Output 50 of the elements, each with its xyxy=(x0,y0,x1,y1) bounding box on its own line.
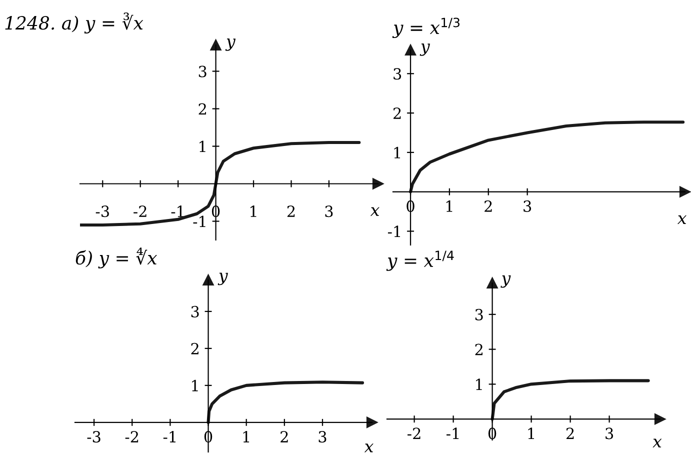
x-tick-label: 3 xyxy=(606,428,614,440)
chart-title: 1248. а) y = ∛x xyxy=(5,12,144,34)
x-tick-label: 1 xyxy=(243,431,250,442)
y-tick-label: 1 xyxy=(192,380,198,392)
x-tick-label: 3 xyxy=(325,206,333,218)
y-tick-label: 2 xyxy=(475,344,482,356)
line-series xyxy=(408,120,685,194)
x-axis-title: x xyxy=(677,215,687,224)
y-tick-label: 1 xyxy=(200,140,206,152)
x-tick-label: -2 xyxy=(408,428,420,440)
x-tick-label: 3 xyxy=(318,431,326,443)
chart-title: y = x$^{1/3}$ xyxy=(392,18,460,38)
x-axis-title: x xyxy=(370,207,380,216)
x-tick-label: -3 xyxy=(96,206,109,218)
y-tick-label: 1 xyxy=(394,146,400,158)
y-axis-title: y xyxy=(225,38,236,51)
x-tick-label: -2 xyxy=(125,431,138,442)
x-tick-label: 1 xyxy=(528,428,534,440)
y-tick-label: 2 xyxy=(198,103,206,115)
y-tick-label: -1 xyxy=(193,216,206,228)
y-tick-label: 3 xyxy=(394,68,402,80)
x-tick-label: 2 xyxy=(484,200,492,212)
y-tick-label: 3 xyxy=(191,306,199,318)
x-tick-label: -1 xyxy=(171,206,184,217)
x-tick-label: 3 xyxy=(524,200,532,212)
y-tick-label: 1 xyxy=(476,378,482,390)
x-tick-label: -3 xyxy=(87,431,100,443)
y-tick-label: 3 xyxy=(198,66,206,78)
line-series xyxy=(80,140,361,227)
y-tick-label: 3 xyxy=(475,308,483,320)
x-axis-title: x xyxy=(652,438,662,448)
x-tick-label: 1 xyxy=(250,206,256,217)
y-axis-title: y xyxy=(500,275,511,288)
y-axis-title: y xyxy=(420,43,430,56)
line-series xyxy=(206,380,364,424)
x-tick-label: 2 xyxy=(280,431,288,442)
x-tick-label: -1 xyxy=(446,428,459,440)
x-tick-label: -1 xyxy=(163,431,176,442)
x-tick-label: 2 xyxy=(566,428,574,440)
x-tick-label: -2 xyxy=(134,206,146,217)
line-series xyxy=(490,379,650,421)
y-tick-label: -1 xyxy=(388,226,400,238)
x-tick-label: 2 xyxy=(287,206,295,217)
y-tick-label: 2 xyxy=(191,342,198,354)
y-axis-title: y xyxy=(218,272,228,286)
x-axis-title: x xyxy=(364,444,374,452)
chart-title: y = x$^{1/4}$ xyxy=(386,250,454,271)
chart-title: б) y = ∜x xyxy=(76,248,158,268)
x-tick-label: 1 xyxy=(446,200,452,212)
y-tick-label: 2 xyxy=(394,107,401,119)
